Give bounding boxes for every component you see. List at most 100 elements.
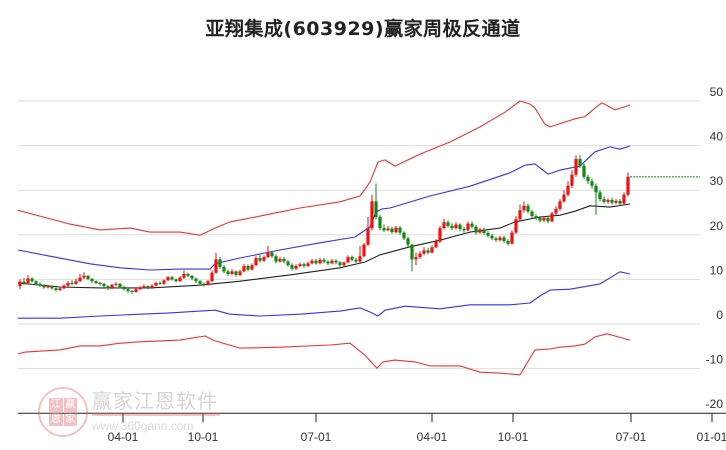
candle-up bbox=[254, 257, 258, 266]
candle-down bbox=[354, 259, 358, 262]
candle-up bbox=[134, 289, 138, 292]
candle-up bbox=[110, 284, 114, 289]
y-tick-label: 40 bbox=[710, 130, 724, 144]
candle-down bbox=[174, 279, 178, 282]
candle-down bbox=[106, 286, 110, 289]
watermark: 江 赢 恩 家 赢家江恩软件 www.360gann.com bbox=[38, 387, 238, 437]
candle-down bbox=[246, 266, 250, 270]
chart-title: 亚翔集成(603929)赢家周极反通道 bbox=[205, 18, 521, 40]
candlesticks bbox=[18, 155, 630, 294]
candle-down bbox=[322, 259, 326, 262]
candle-up bbox=[478, 229, 482, 233]
candle-up bbox=[154, 282, 158, 286]
candle-up bbox=[438, 228, 442, 242]
candle-down bbox=[90, 278, 94, 282]
line-upper-inner bbox=[17, 145, 631, 271]
candle-up bbox=[142, 286, 146, 288]
candle-down bbox=[582, 165, 586, 177]
candle-down bbox=[234, 271, 238, 275]
candle-down bbox=[22, 281, 26, 283]
candle-up bbox=[606, 200, 610, 202]
candle-up bbox=[386, 228, 390, 231]
candle-down bbox=[486, 233, 490, 236]
candle-up bbox=[394, 227, 398, 233]
candle-up bbox=[74, 281, 78, 284]
candle-up bbox=[66, 282, 70, 286]
candle-down bbox=[538, 217, 542, 221]
candle-up bbox=[466, 223, 470, 231]
candle-down bbox=[198, 281, 202, 284]
candle-down bbox=[446, 222, 450, 226]
candle-up bbox=[18, 281, 22, 287]
candle-up bbox=[26, 278, 30, 283]
candle-down bbox=[578, 158, 582, 166]
candle-down bbox=[590, 181, 594, 186]
x-tick-label: 01-01 bbox=[697, 430, 726, 444]
candle-down bbox=[190, 275, 194, 279]
candle-down bbox=[38, 283, 42, 286]
line-lower-inner bbox=[18, 271, 631, 319]
candle-up bbox=[414, 257, 418, 260]
candle-down bbox=[526, 205, 530, 212]
candle-down bbox=[426, 250, 430, 253]
candle-down bbox=[406, 238, 410, 245]
candle-up bbox=[570, 174, 574, 186]
candle-down bbox=[122, 286, 126, 290]
candle-down bbox=[458, 224, 462, 230]
candle-down bbox=[490, 235, 494, 239]
watermark-brand: 赢家江恩软件 bbox=[92, 389, 218, 413]
candle-up bbox=[622, 194, 626, 204]
candle-down bbox=[530, 211, 534, 217]
candle-up bbox=[442, 222, 446, 229]
candle-down bbox=[474, 226, 478, 233]
candle-down bbox=[282, 258, 286, 262]
candle-down bbox=[450, 225, 454, 229]
candle-up bbox=[434, 241, 438, 248]
candle-down bbox=[54, 288, 58, 291]
candle-down bbox=[158, 282, 162, 284]
candle-down bbox=[338, 262, 342, 266]
candle-up bbox=[278, 258, 282, 262]
candle-down bbox=[598, 192, 602, 200]
candle-up bbox=[82, 275, 86, 278]
candle-down bbox=[34, 281, 38, 284]
candle-down bbox=[222, 266, 226, 272]
candle-up bbox=[422, 250, 426, 254]
candle-down bbox=[194, 278, 198, 282]
line-lower-outer bbox=[17, 333, 631, 376]
candle-up bbox=[306, 263, 310, 267]
candle-down bbox=[302, 264, 306, 267]
candle-up bbox=[310, 260, 314, 264]
candle-up bbox=[362, 244, 366, 257]
candle-up bbox=[230, 271, 234, 275]
candle-down bbox=[314, 260, 318, 264]
candle-up bbox=[138, 287, 142, 290]
candle-up bbox=[162, 280, 166, 284]
candle-down bbox=[350, 257, 354, 260]
candle-up bbox=[318, 259, 322, 264]
candle-up bbox=[78, 277, 82, 282]
candle-down bbox=[482, 229, 486, 234]
y-tick-label: 50 bbox=[710, 85, 724, 99]
candle-down bbox=[270, 252, 274, 257]
candle-up bbox=[178, 277, 182, 282]
candle-up bbox=[210, 272, 214, 282]
candle-up bbox=[510, 232, 514, 244]
candle-up bbox=[370, 201, 374, 229]
y-tick-label: 10 bbox=[710, 263, 724, 277]
candle-up bbox=[166, 277, 170, 281]
x-axis: 04-01 10-01 07-01 04-01 10-01 07-01 01-01 bbox=[18, 412, 726, 444]
x-tick-label: 10-01 bbox=[498, 430, 529, 444]
candle-down bbox=[390, 228, 394, 233]
candle-down bbox=[258, 257, 262, 261]
candle-up bbox=[266, 252, 270, 258]
candle-up bbox=[182, 274, 186, 278]
x-tick-label: 10-01 bbox=[188, 430, 219, 444]
x-tick-label: 07-01 bbox=[616, 430, 647, 444]
candle-down bbox=[410, 244, 414, 260]
x-tick-label: 04-01 bbox=[417, 430, 448, 444]
candle-down bbox=[290, 265, 294, 269]
candle-up bbox=[366, 228, 370, 245]
y-axis: 50 40 30 20 10 0 -10 -20 bbox=[706, 85, 724, 411]
